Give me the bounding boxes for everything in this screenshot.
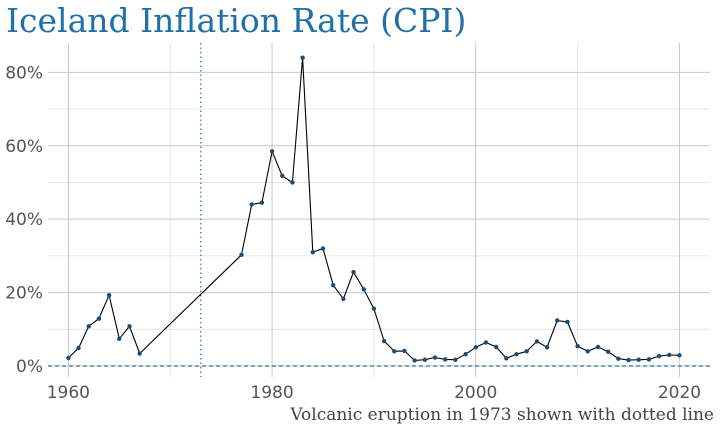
x-tick-label: 2000 [454,383,497,403]
data-point [351,269,356,275]
data-point [106,292,112,298]
data-point [544,345,550,350]
x-tick-label: 1980 [250,383,293,403]
data-point [595,344,601,350]
data-point [422,357,428,362]
reference-lines [48,43,710,377]
data-point [575,343,580,349]
data-point [677,353,682,358]
x-tick-label: 2020 [658,383,701,403]
data-point [432,355,438,360]
data-points [66,55,682,363]
data-point [117,336,122,342]
data-point [585,349,590,354]
data-point [239,252,244,257]
data-point [127,324,132,329]
x-tick-label: 1960 [47,383,90,403]
data-point [534,339,540,344]
data-point [667,352,672,358]
data-point [269,149,275,154]
data-point [555,318,560,323]
data-point [565,319,570,325]
data-point [249,202,254,207]
data-point [86,324,91,329]
data-point [259,200,265,205]
data-point [137,351,142,356]
data-point [290,180,295,185]
data-point [330,283,336,288]
data-point [514,352,519,357]
inflation-series-line [68,57,680,362]
data-point [443,357,448,362]
data-point [463,352,468,357]
data-point [524,349,529,354]
data-point [483,340,489,345]
y-tick-label: 40% [5,210,43,230]
data-point [626,357,631,363]
y-tick-label: 0% [16,357,43,377]
data-point [636,357,641,362]
data-point [402,348,407,354]
data-point [605,349,611,354]
chart-title: Iceland Inflation Rate (CPI) [6,1,466,40]
data-point [504,356,509,361]
data-point [280,173,285,179]
chart-caption: Volcanic eruption in 1973 shown with dot… [289,405,714,425]
y-tick-label: 80% [5,63,43,83]
data-point [656,353,662,359]
y-tick-label: 60% [5,137,43,157]
data-point [66,355,71,361]
data-point [320,246,326,251]
data-point [341,296,346,302]
grid [48,43,710,377]
data-point [96,316,102,321]
data-point [392,349,397,354]
data-point [616,356,621,361]
data-point [381,338,387,344]
y-tick-label: 20% [5,284,43,304]
data-point [453,357,458,362]
data-point [412,358,417,363]
data-point [493,344,499,350]
data-point [310,250,315,255]
data-point [76,345,81,351]
data-point [646,357,652,362]
data-point [473,345,478,350]
x-axis-ticks: 1960 1980 2000 2020 [47,383,701,403]
series-line-layer [68,57,680,362]
data-point [300,55,305,60]
y-axis-ticks: 0% 20% 40% 60% 80% [5,63,43,377]
data-point [371,306,377,311]
data-point [361,287,366,292]
